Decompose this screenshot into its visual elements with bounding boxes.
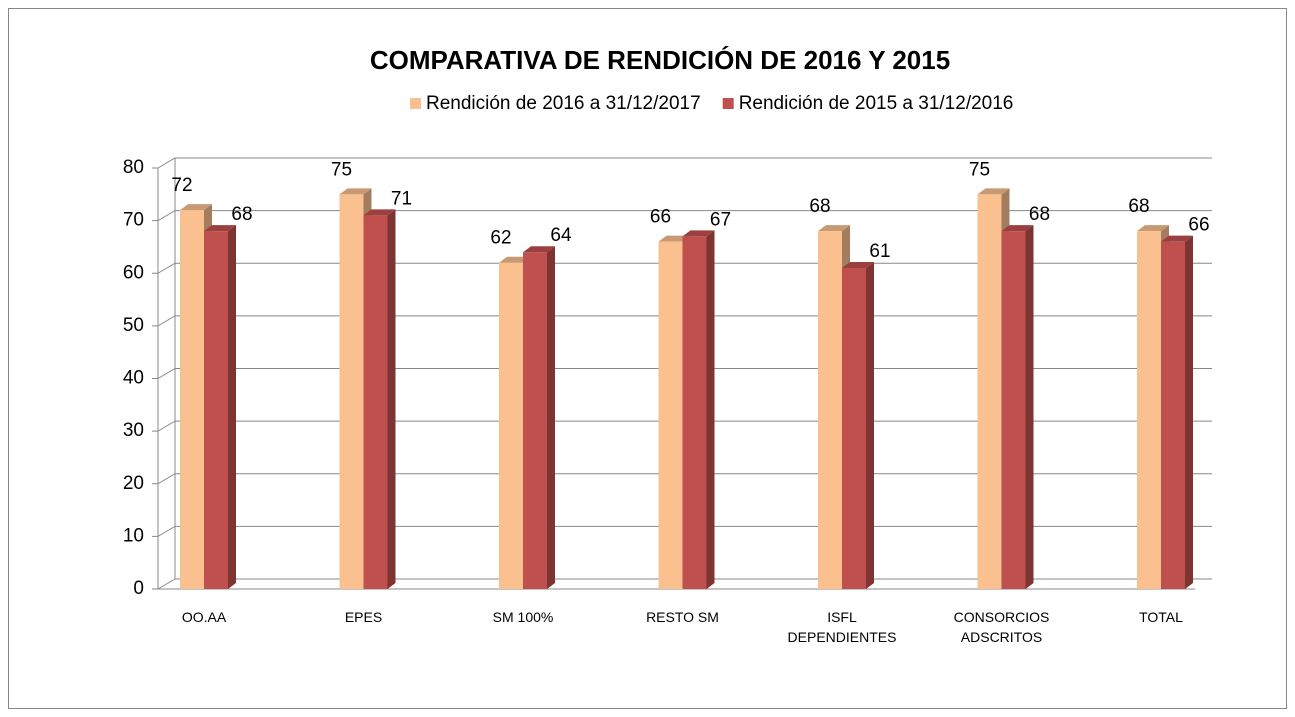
bar-top [1161,235,1193,242]
bar [204,231,228,589]
legend-swatch [410,98,421,109]
x-tick-label: TOTAL [1139,609,1183,625]
bar-top [363,209,396,216]
bar [1161,241,1185,590]
chart-title: COMPARATIVA DE RENDICIÓN DE 2016 Y 2015 [370,45,950,75]
x-tick-label: EPES [344,609,383,625]
bar-top [180,204,212,211]
bar [523,252,547,589]
y-tick-label: 30 [123,420,144,441]
value-label: 64 [550,225,572,246]
bar [1001,231,1026,589]
bar [977,194,1002,589]
bar-top [842,261,874,268]
value-label: 68 [1128,196,1149,217]
x-tick-label: RESTO SM [646,609,719,625]
bar-side [228,225,236,589]
bar-side [387,209,396,590]
x-tick-label: OO.AA [181,609,227,625]
value-label: 72 [171,175,192,196]
legend-label: Rendición de 2015 a 31/12/2016 [739,93,1014,114]
bar [818,231,842,589]
bar-top [818,225,850,232]
bar [499,262,523,589]
y-tick-label: 80 [123,157,144,178]
bar [1137,231,1161,589]
bar [180,210,204,589]
bar-top [682,230,715,237]
bar-side [547,246,555,589]
x-tick-label: SM 100% [492,609,554,625]
legend-swatch [722,98,734,109]
bar-top [523,246,555,253]
bar [682,236,707,589]
value-label: 66 [1188,215,1209,236]
bar-top [339,188,372,195]
value-label: 67 [710,209,731,230]
bar [842,267,866,589]
bar-top [977,188,1010,195]
bar [339,194,364,589]
x-tick-label: CONSORCIOS ADSCRITOS [953,609,1050,645]
bar-top [1001,225,1034,232]
bar-side [1185,235,1193,590]
y-tick-label: 50 [123,315,144,336]
bar-top [1137,225,1169,232]
y-tick-label: 70 [123,210,144,231]
bar-top [204,225,236,232]
y-tick-label: 60 [123,262,144,283]
value-label: 61 [869,241,890,262]
bar-side [706,230,715,589]
bar [363,215,388,590]
x-tick-label: ISFL DEPENDIENTES [787,609,897,645]
value-label: 66 [650,207,671,228]
y-tick-label: 10 [123,525,144,546]
bar-side [866,261,874,589]
y-tick-label: 20 [123,473,144,494]
legend-label: Rendición de 2016 a 31/12/2017 [426,93,701,114]
value-label: 75 [969,159,990,180]
value-label: 68 [809,196,830,217]
value-label: 71 [391,188,412,209]
y-tick-label: 40 [123,368,144,389]
bar [658,241,683,590]
value-label: 68 [231,204,252,225]
value-label: 62 [490,228,511,249]
value-label: 75 [331,159,352,180]
value-label: 68 [1029,204,1050,225]
y-tick-label: 0 [133,578,144,599]
bar-side [1025,225,1034,589]
